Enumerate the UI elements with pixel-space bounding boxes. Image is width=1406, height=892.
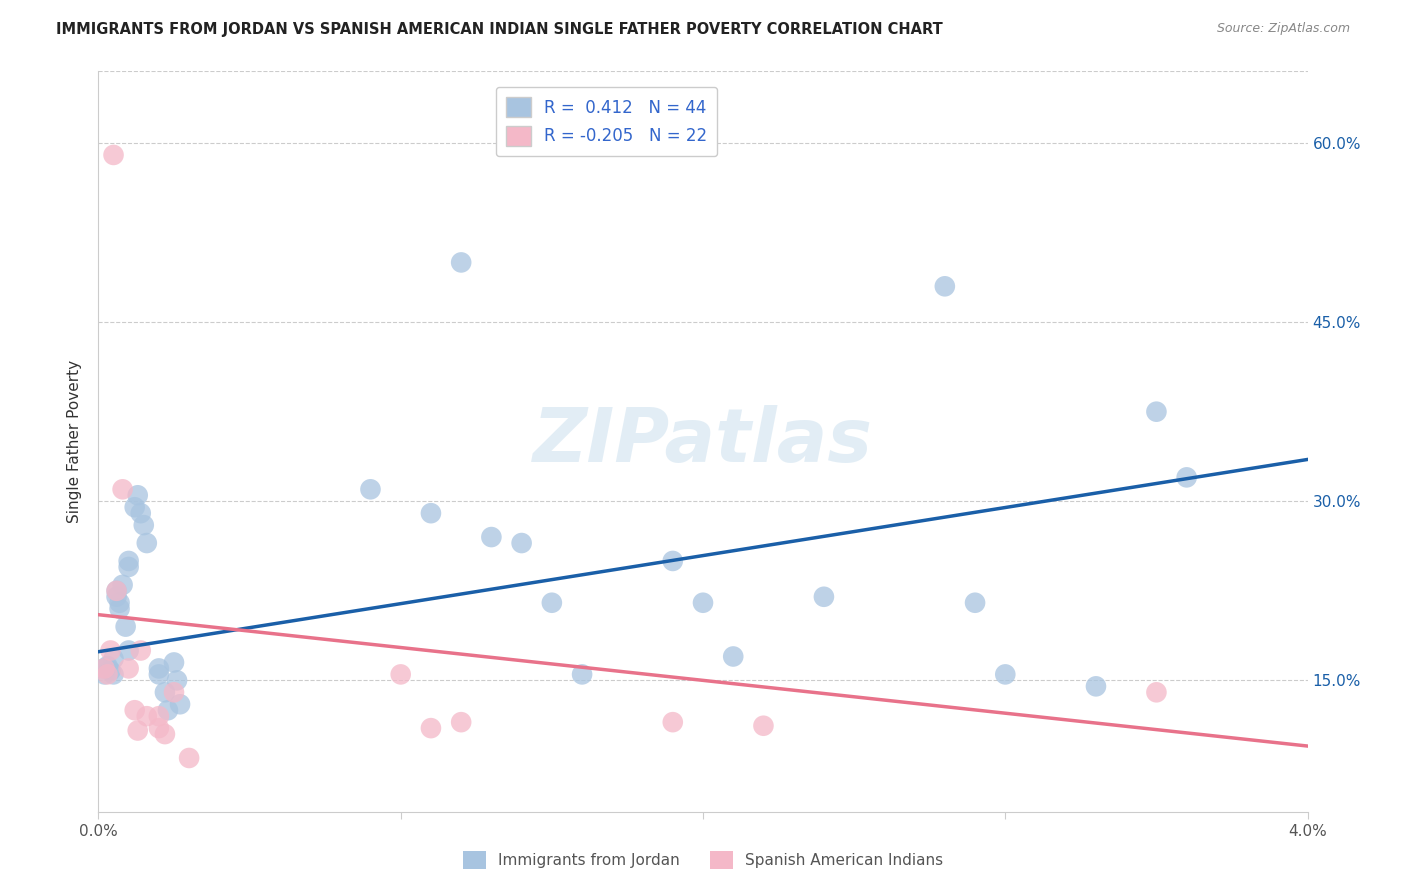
Point — [420, 721, 443, 735]
Point — [510, 536, 533, 550]
Point — [100, 664, 122, 678]
Point — [108, 596, 131, 610]
Point — [124, 703, 146, 717]
Point — [360, 483, 382, 497]
Point — [132, 518, 155, 533]
Point — [540, 596, 562, 610]
Point — [118, 661, 141, 675]
Point — [153, 727, 176, 741]
Point — [127, 723, 149, 738]
Point — [813, 590, 835, 604]
Point — [135, 536, 157, 550]
Point — [129, 506, 152, 520]
Point — [163, 656, 186, 670]
Point — [118, 643, 141, 657]
Point — [420, 506, 443, 520]
Point — [96, 659, 118, 673]
Point — [105, 583, 128, 598]
Legend: Immigrants from Jordan, Spanish American Indians: Immigrants from Jordan, Spanish American… — [457, 845, 949, 875]
Point — [93, 661, 115, 675]
Point — [111, 483, 134, 497]
Point — [994, 667, 1017, 681]
Y-axis label: Single Father Poverty: Single Father Poverty — [67, 360, 83, 523]
Point — [1085, 679, 1108, 693]
Point — [1175, 470, 1198, 484]
Point — [148, 661, 170, 675]
Point — [127, 488, 149, 502]
Point — [148, 721, 170, 735]
Point — [1146, 685, 1168, 699]
Point — [723, 649, 745, 664]
Point — [153, 685, 176, 699]
Point — [103, 667, 125, 681]
Point — [450, 715, 472, 730]
Text: ZIPatlas: ZIPatlas — [533, 405, 873, 478]
Point — [965, 596, 987, 610]
Point — [124, 500, 146, 515]
Point — [389, 667, 412, 681]
Point — [934, 279, 956, 293]
Point — [571, 667, 593, 681]
Point — [103, 148, 125, 162]
Point — [105, 583, 128, 598]
Point — [135, 709, 157, 723]
Point — [661, 715, 683, 730]
Point — [163, 685, 186, 699]
Point — [450, 255, 472, 269]
Point — [166, 673, 188, 688]
Point — [108, 601, 131, 615]
Point — [148, 709, 170, 723]
Point — [93, 667, 115, 681]
Point — [148, 667, 170, 681]
Point — [661, 554, 683, 568]
Legend: R =  0.412   N = 44, R = -0.205   N = 22: R = 0.412 N = 44, R = -0.205 N = 22 — [495, 87, 717, 156]
Point — [114, 619, 136, 633]
Point — [96, 667, 118, 681]
Text: Source: ZipAtlas.com: Source: ZipAtlas.com — [1216, 22, 1350, 36]
Point — [1146, 405, 1168, 419]
Point — [179, 751, 201, 765]
Point — [100, 643, 122, 657]
Point — [118, 554, 141, 568]
Point — [111, 578, 134, 592]
Point — [169, 698, 191, 712]
Point — [481, 530, 503, 544]
Point — [118, 560, 141, 574]
Point — [156, 703, 179, 717]
Point — [105, 590, 128, 604]
Point — [692, 596, 714, 610]
Text: IMMIGRANTS FROM JORDAN VS SPANISH AMERICAN INDIAN SINGLE FATHER POVERTY CORRELAT: IMMIGRANTS FROM JORDAN VS SPANISH AMERIC… — [56, 22, 943, 37]
Point — [93, 661, 115, 675]
Point — [129, 643, 152, 657]
Point — [103, 652, 125, 666]
Point — [752, 719, 775, 733]
